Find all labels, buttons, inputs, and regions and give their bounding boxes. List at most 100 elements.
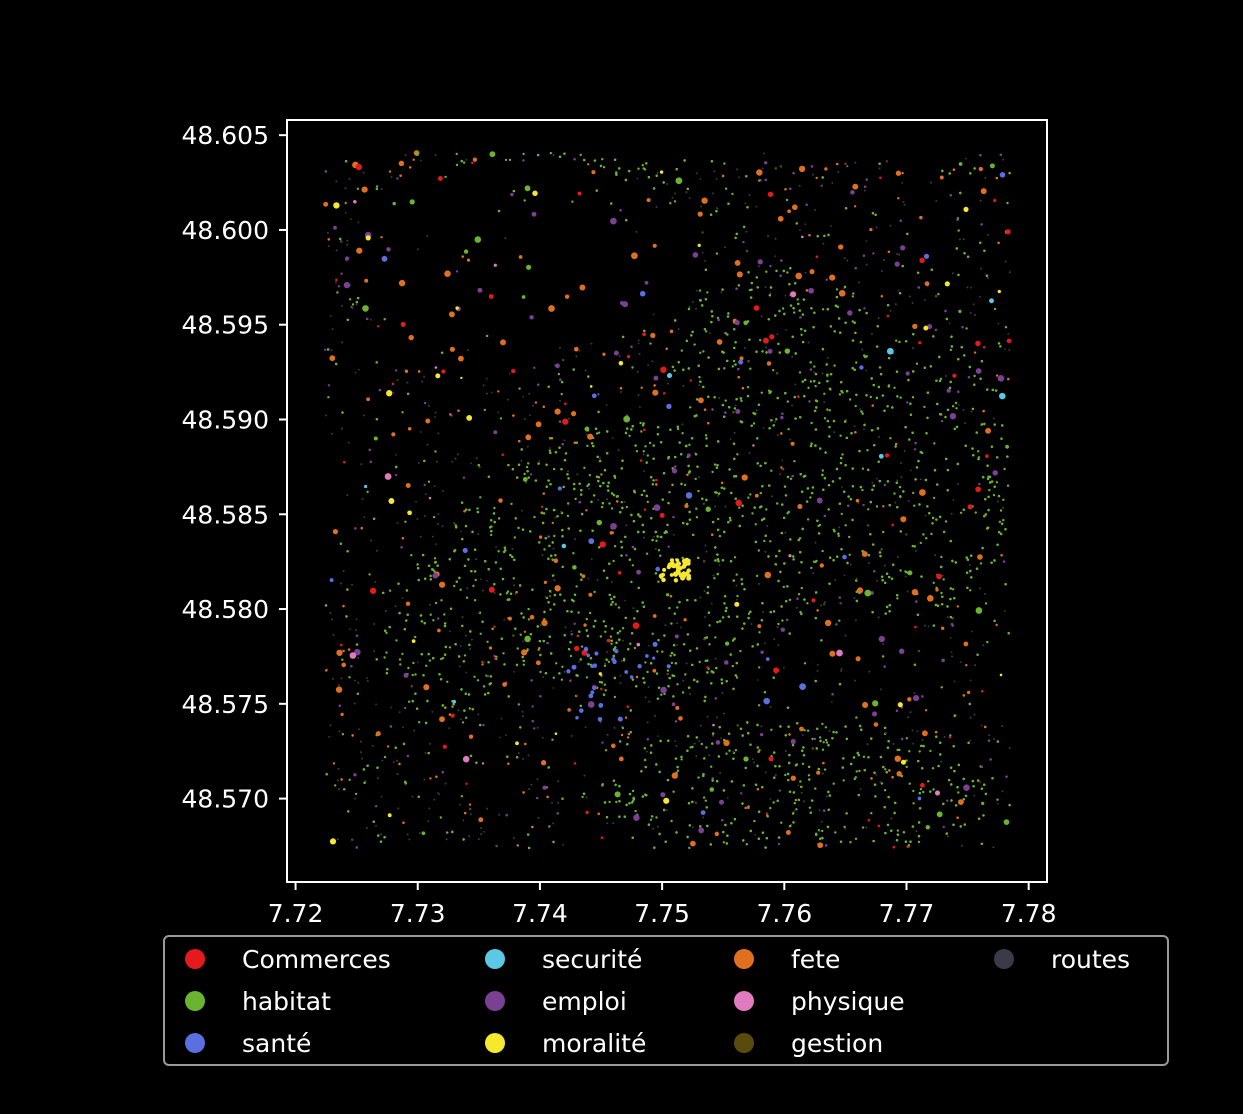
scatter-point	[513, 536, 516, 539]
scatter-point	[695, 289, 698, 292]
scatter-point	[789, 187, 792, 190]
scatter-point	[867, 508, 870, 511]
scatter-point	[643, 508, 647, 511]
scatter-point	[955, 407, 958, 410]
scatter-point	[419, 159, 422, 162]
scatter-point	[461, 721, 465, 724]
scatter-point	[939, 377, 943, 380]
scatter-point	[862, 755, 866, 758]
scatter-point	[949, 348, 953, 352]
scatter-point	[462, 476, 466, 479]
scatter-point	[835, 288, 839, 291]
scatter-point	[620, 501, 623, 504]
scatter-point	[825, 278, 828, 281]
scatter-point	[933, 442, 936, 445]
scatter-point	[573, 622, 576, 625]
scatter-point	[747, 612, 751, 615]
scatter-point	[969, 589, 972, 592]
scatter-point	[672, 790, 675, 793]
scatter-point	[929, 749, 932, 753]
scatter-point	[649, 342, 652, 345]
scatter-point	[534, 401, 538, 404]
scatter-point	[741, 514, 744, 518]
scatter-point	[778, 789, 781, 792]
scatter-point	[764, 642, 766, 645]
scatter-point	[429, 613, 432, 616]
scatter-point	[433, 557, 437, 560]
scatter-point	[739, 649, 742, 653]
scatter-point	[786, 400, 789, 403]
scatter-point	[670, 819, 673, 823]
scatter-point	[595, 432, 599, 435]
scatter-point	[354, 797, 356, 800]
scatter-point	[705, 746, 708, 749]
scatter-point	[625, 505, 629, 509]
scatter-point	[473, 675, 476, 678]
scatter-point	[470, 462, 472, 464]
scatter-point	[732, 359, 736, 363]
scatter-point	[712, 734, 714, 737]
scatter-point	[465, 671, 468, 674]
scatter-point	[427, 480, 431, 483]
scatter-point	[942, 578, 945, 581]
scatter-point	[951, 588, 955, 591]
scatter-point	[774, 255, 776, 257]
scatter-point	[723, 367, 726, 370]
scatter-point	[905, 533, 908, 536]
scatter-point	[522, 640, 524, 643]
scatter-point	[855, 716, 858, 719]
scatter-point	[668, 491, 671, 494]
scatter-point	[493, 506, 496, 510]
scatter-point	[882, 530, 885, 534]
scatter-point	[906, 401, 909, 404]
scatter-point	[786, 512, 789, 515]
scatter-point	[855, 361, 858, 364]
scatter-point	[776, 333, 779, 336]
scatter-point	[643, 758, 647, 762]
scatter-point	[420, 431, 422, 433]
scatter-point	[881, 655, 885, 658]
scatter-point	[411, 673, 414, 677]
scatter-point	[657, 549, 661, 552]
scatter-point	[883, 483, 887, 487]
scatter-point	[671, 365, 675, 369]
scatter-point	[666, 672, 669, 676]
scatter-point	[383, 656, 386, 659]
scatter-point	[531, 825, 534, 829]
scatter-point	[418, 721, 421, 724]
scatter-point	[366, 677, 368, 680]
scatter-point	[697, 556, 700, 560]
scatter-point	[882, 765, 885, 769]
scatter-point	[383, 318, 386, 321]
scatter-point	[949, 734, 952, 737]
scatter-point	[396, 773, 399, 775]
scatter-point	[645, 552, 649, 555]
scatter-point	[1004, 326, 1008, 329]
scatter-point	[702, 796, 706, 799]
scatter-point	[1003, 348, 1006, 350]
scatter-point	[380, 236, 383, 239]
scatter-point	[468, 707, 471, 710]
scatter-point	[971, 630, 974, 633]
scatter-point	[736, 594, 739, 598]
scatter-point	[1006, 201, 1009, 205]
scatter-point	[351, 303, 355, 306]
scatter-point	[834, 831, 837, 834]
scatter-point	[870, 812, 873, 815]
scatter-point	[533, 366, 536, 369]
scatter-point	[759, 339, 762, 342]
scatter-point	[700, 742, 703, 746]
scatter-point	[527, 618, 531, 621]
scatter-point	[572, 552, 575, 555]
scatter-point	[912, 789, 915, 793]
scatter-point	[497, 550, 500, 553]
scatter-point	[522, 396, 525, 398]
scatter-point	[343, 788, 346, 791]
scatter-point	[659, 554, 662, 557]
scatter-point	[956, 605, 959, 608]
scatter-point	[539, 670, 542, 674]
scatter-point	[460, 530, 462, 533]
scatter-point	[483, 408, 486, 412]
scatter-point	[769, 806, 772, 810]
scatter-point	[500, 717, 503, 720]
